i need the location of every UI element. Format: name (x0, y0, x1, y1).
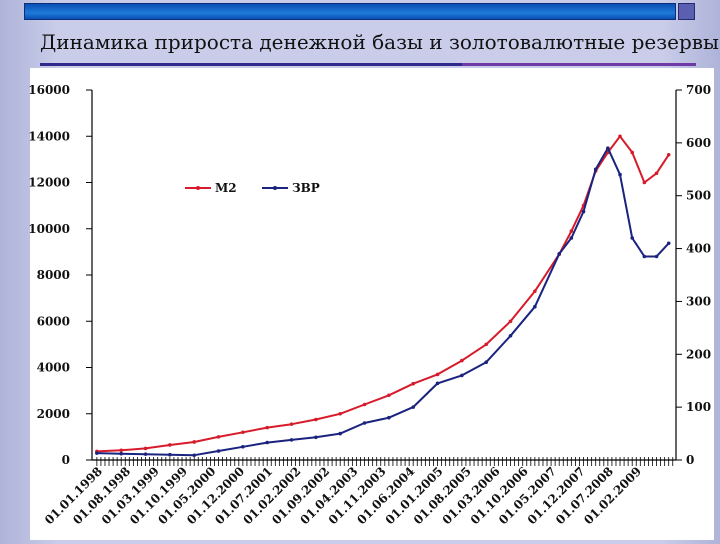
left-tick-label: 12000 (28, 176, 70, 190)
right-tick-label: 700 (686, 83, 711, 97)
data-point (630, 236, 634, 240)
data-point (557, 252, 561, 256)
data-point (168, 443, 172, 447)
data-point (143, 452, 148, 456)
data-point (216, 435, 221, 439)
right-tick-label: 0 (686, 453, 694, 467)
data-point (484, 342, 489, 347)
data-point (95, 451, 99, 455)
left-tick-label: 4000 (37, 361, 70, 375)
data-point (642, 254, 647, 259)
right-tick-label: 200 (686, 347, 711, 361)
corner-square-decoration (678, 3, 695, 20)
data-point (666, 152, 671, 157)
title-underline (40, 63, 696, 66)
legend-marker (273, 186, 277, 190)
data-point (289, 438, 294, 442)
data-point (630, 150, 634, 155)
data-point (338, 411, 343, 416)
data-point (216, 449, 221, 453)
data-point (387, 415, 391, 420)
right-tick-label: 400 (686, 242, 711, 256)
data-point (192, 453, 196, 458)
data-point (533, 304, 537, 309)
left-tick-label: 10000 (28, 222, 70, 236)
right-tick-label: 300 (686, 294, 711, 308)
legend-marker (196, 186, 200, 190)
chart-area: 0 2000 4000 6000 8000 10000 12000 14000 16000 0 10… (0, 68, 720, 540)
data-point (314, 435, 318, 440)
data-point (435, 372, 440, 377)
left-tick-label: 6000 (37, 314, 70, 328)
slide-title: Динамика прироста денежной базы и золото… (40, 30, 719, 54)
data-point (435, 381, 440, 386)
left-tick-label: 2000 (37, 407, 70, 421)
data-point (460, 358, 464, 363)
data-point (533, 289, 537, 293)
data-point (289, 422, 294, 426)
data-point (654, 171, 659, 176)
left-tick-label: 0 (62, 453, 70, 467)
data-point (484, 360, 489, 365)
line-chart: 0 2000 4000 6000 8000 10000 12000 14000 16000 0 10… (28, 68, 714, 540)
plot-background (30, 68, 714, 540)
data-point (362, 421, 367, 425)
data-point (362, 402, 367, 407)
data-point (168, 452, 172, 457)
data-point (606, 146, 610, 150)
data-point (241, 430, 245, 435)
legend-item: ЗВР (262, 181, 320, 195)
left-tick-label: 8000 (37, 268, 70, 282)
data-point (411, 405, 416, 409)
legend-label: ЗВР (292, 181, 320, 195)
data-point (460, 373, 464, 378)
right-tick-label: 600 (686, 136, 711, 150)
data-point (618, 172, 622, 177)
data-point (508, 333, 513, 338)
data-point (119, 451, 123, 456)
data-point (654, 254, 659, 259)
title-underline-accent (462, 63, 696, 66)
data-point (265, 440, 270, 445)
right-tick-label: 500 (686, 189, 711, 203)
left-tick-label: 14000 (28, 129, 70, 143)
data-point (241, 444, 245, 449)
data-point (569, 229, 574, 233)
legend-label: М2 (215, 181, 237, 195)
series-zvr (95, 146, 671, 458)
data-point (411, 381, 416, 386)
data-point (192, 440, 196, 444)
data-point (508, 319, 513, 324)
data-point (338, 431, 343, 436)
data-point (265, 425, 270, 430)
data-point (387, 393, 391, 398)
data-point (642, 180, 647, 185)
data-point (143, 446, 148, 451)
data-point (666, 241, 671, 246)
left-tick-label: 16000 (28, 83, 70, 97)
legend-item: М2 (185, 181, 237, 195)
data-point (581, 209, 586, 214)
right-tick-label: 100 (686, 400, 711, 414)
data-point (314, 417, 318, 422)
data-point (618, 134, 622, 139)
title-bar-decoration (24, 3, 676, 20)
data-point (569, 236, 574, 240)
data-point (119, 448, 123, 453)
data-point (593, 167, 598, 172)
